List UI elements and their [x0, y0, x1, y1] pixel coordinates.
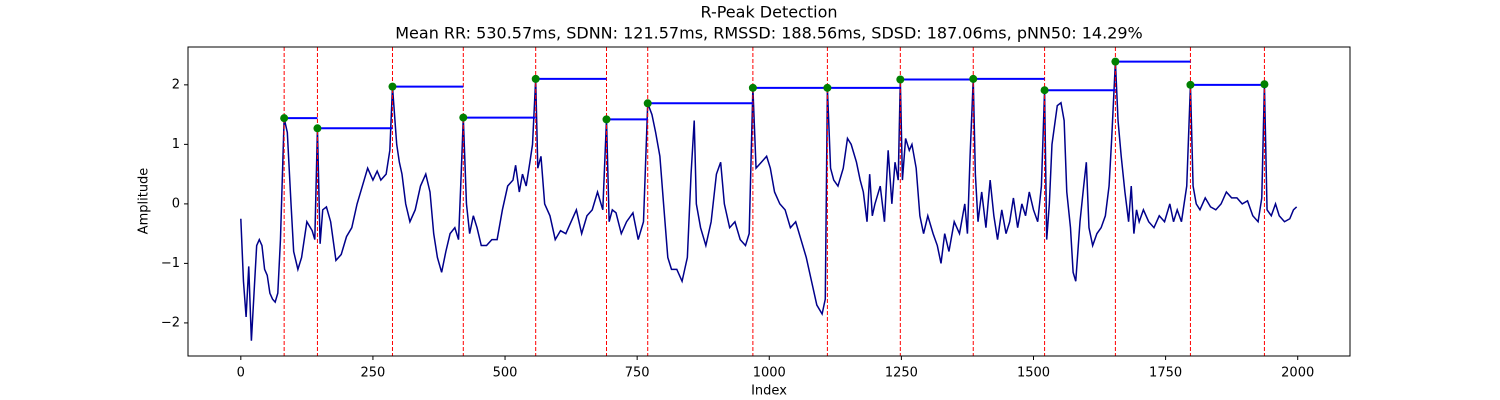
peak-marker [1040, 86, 1049, 95]
peak-marker [388, 82, 397, 91]
peak-marker [1260, 80, 1269, 89]
chart-subtitle: Mean RR: 530.57ms, SDNN: 121.57ms, RMSSD… [395, 24, 1143, 43]
peak-marker [1111, 57, 1120, 66]
y-tick-label: 2 [172, 77, 180, 92]
signal-line [240, 61, 1298, 341]
x-tick-label: 750 [625, 366, 650, 381]
plot-frame [187, 46, 1351, 357]
peak-marker [531, 74, 540, 83]
x-tick-label: 500 [493, 366, 518, 381]
x-tick-label: 0 [237, 366, 245, 381]
x-tick-label: 1750 [1149, 366, 1182, 381]
x-tick-label: 1500 [1017, 366, 1050, 381]
peak-marker [1186, 80, 1195, 89]
y-tick-label: 1 [172, 137, 180, 152]
x-tick-label: 1250 [885, 366, 918, 381]
peak-marker [313, 124, 322, 133]
peak-marker [748, 83, 757, 92]
chart-title: R-Peak Detection [700, 3, 837, 22]
x-axis-label: Index [751, 384, 787, 399]
peak-marker [602, 115, 611, 124]
peak-marker [280, 114, 289, 123]
y-tick-label: −2 [161, 315, 180, 330]
y-axis-label: Amplitude [137, 168, 152, 235]
x-tick-label: 250 [361, 366, 386, 381]
x-tick-label: 1000 [753, 366, 786, 381]
peak-marker [896, 75, 905, 84]
y-tick-label: 0 [172, 196, 180, 211]
peak-marker [643, 99, 652, 108]
peak-marker [969, 74, 978, 83]
peak-marker [459, 113, 468, 122]
y-tick-label: −1 [161, 256, 180, 271]
x-tick-label: 2000 [1281, 366, 1314, 381]
peak-marker [823, 83, 832, 92]
